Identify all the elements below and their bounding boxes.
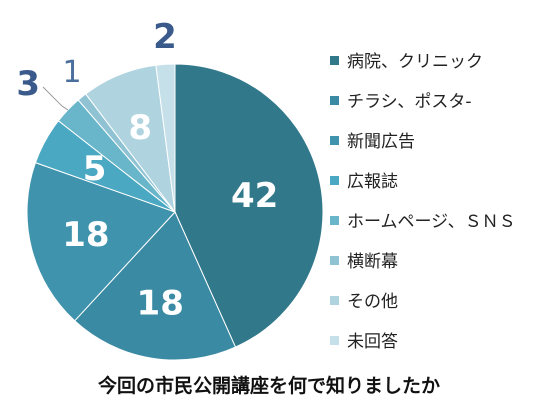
data-label-1: 42 — [231, 176, 278, 216]
slice-3 — [26, 161, 176, 322]
legend-swatch-4 — [330, 176, 339, 185]
legend-label-1: 病院、クリニック — [347, 52, 483, 72]
data-label-5: 3 — [16, 64, 40, 104]
legend-swatch-5 — [330, 216, 339, 225]
data-label-8: 2 — [153, 17, 177, 57]
legend-swatch-1 — [330, 56, 339, 65]
pie-slices — [26, 63, 324, 361]
legend-label-4: 広報誌 — [347, 172, 398, 192]
legend-label-7: その他 — [347, 292, 398, 312]
data-label-7: 8 — [128, 108, 152, 148]
leader-lines — [42, 86, 69, 111]
slice-8 — [155, 63, 176, 213]
legend-swatch-7 — [330, 296, 339, 305]
legend-label-8: 未回答 — [347, 332, 398, 352]
legend-label-5: ホームページ、ＳＮＳ — [347, 212, 516, 232]
chart-title: 今回の市民公開講座を何で知りましたか — [97, 374, 440, 397]
legend-swatch-6 — [330, 256, 339, 265]
legend-swatch-2 — [330, 96, 339, 105]
slice-1 — [174, 63, 324, 348]
legend-swatch-8 — [330, 336, 339, 345]
data-label-4: 5 — [83, 149, 107, 189]
legend-label-3: 新聞広告 — [347, 132, 415, 152]
leader-line-5 — [42, 86, 69, 111]
legend-label-6: 横断幕 — [347, 252, 398, 272]
data-label-2: 18 — [137, 284, 184, 324]
data-label-6: 1 — [62, 55, 81, 90]
slice-2 — [73, 211, 237, 361]
legend-label-2: チラシ、ポスタ- — [347, 92, 471, 112]
data-label-3: 18 — [62, 215, 109, 255]
legend-swatch-3 — [330, 136, 339, 145]
